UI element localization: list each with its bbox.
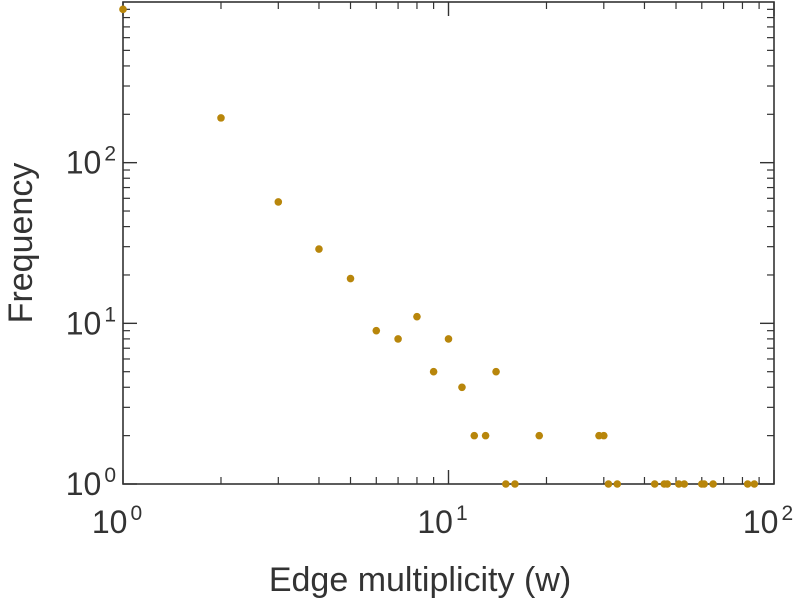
y-tick-label: 10 0 — [66, 464, 116, 502]
data-point — [492, 367, 500, 376]
plot-frame — [122, 1, 775, 485]
data-point — [315, 245, 323, 253]
x-tick-label: 10 1 — [417, 502, 467, 540]
data-point — [119, 5, 127, 14]
data-point — [680, 480, 689, 488]
x-axis-label: Edge multiplicity (w) — [269, 561, 571, 599]
data-points — [119, 5, 759, 488]
data-point — [217, 114, 225, 122]
data-point — [663, 480, 672, 488]
data-point — [511, 480, 519, 488]
data-point — [413, 312, 421, 321]
data-point — [346, 274, 355, 283]
data-point — [700, 480, 708, 488]
data-point — [470, 431, 479, 440]
data-point — [481, 431, 490, 440]
x-tick-label: 10 0 — [92, 502, 142, 540]
data-point — [743, 480, 752, 488]
data-point — [535, 431, 544, 440]
data-point — [444, 335, 453, 343]
data-point — [274, 198, 283, 206]
data-point — [372, 326, 381, 335]
data-point — [650, 480, 659, 488]
data-point — [750, 480, 759, 488]
data-point — [709, 480, 717, 488]
y-tick-label: 10 2 — [66, 143, 116, 181]
y-tick-label: 10 1 — [66, 303, 116, 341]
data-point — [600, 431, 608, 440]
data-point — [394, 335, 402, 343]
data-point — [613, 480, 622, 488]
x-tick-label: 10 2 — [743, 502, 793, 540]
x-tick-labels: 10 0 10 1 10 2 — [92, 502, 793, 540]
data-point — [675, 480, 683, 488]
minor-ticks — [123, 2, 774, 484]
data-point — [458, 383, 466, 392]
y-axis-label: Frequency — [2, 163, 40, 324]
data-point — [604, 480, 613, 488]
data-point — [502, 480, 510, 488]
data-point — [429, 367, 438, 376]
